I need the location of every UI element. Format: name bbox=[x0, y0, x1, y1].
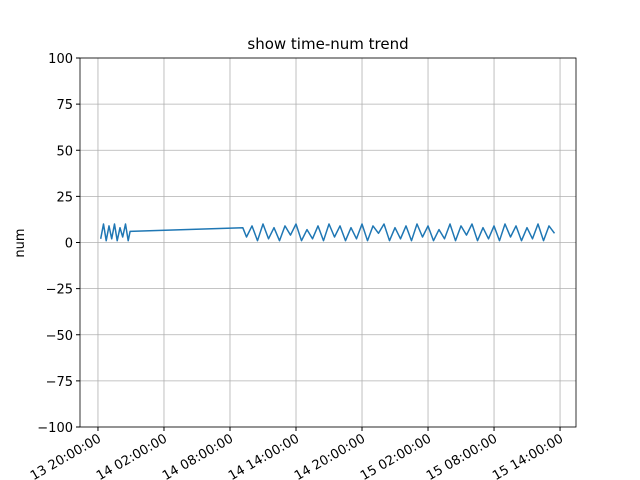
y-tick-label: 0 bbox=[65, 237, 73, 252]
y-tick-label: 25 bbox=[56, 190, 73, 205]
y-tick-label: 75 bbox=[56, 98, 73, 113]
data-line bbox=[99, 223, 556, 242]
x-tick-label: 15 02:00:00 bbox=[358, 431, 434, 480]
x-tick-label: 14 20:00:00 bbox=[292, 431, 368, 480]
x-tick-label: 14 14:00:00 bbox=[226, 431, 302, 480]
y-tick-label: 50 bbox=[56, 144, 73, 159]
x-tick-label: 13 20:00:00 bbox=[28, 431, 104, 480]
chart-title: show time-num trend bbox=[247, 35, 408, 53]
x-tick-label: 15 14:00:00 bbox=[490, 431, 566, 480]
y-tick-label: 100 bbox=[48, 52, 73, 67]
x-tick-label: 15 08:00:00 bbox=[424, 431, 500, 480]
y-tick-label: −75 bbox=[46, 375, 73, 390]
plot-frame bbox=[79, 57, 577, 428]
y-tick-label: −50 bbox=[46, 329, 73, 344]
y-axis-label: num bbox=[13, 228, 28, 257]
y-tick-label: −100 bbox=[37, 421, 73, 436]
x-tick-label: 14 08:00:00 bbox=[160, 431, 236, 480]
y-tick-label: −25 bbox=[46, 283, 73, 298]
x-tick-label: 14 02:00:00 bbox=[94, 431, 170, 480]
